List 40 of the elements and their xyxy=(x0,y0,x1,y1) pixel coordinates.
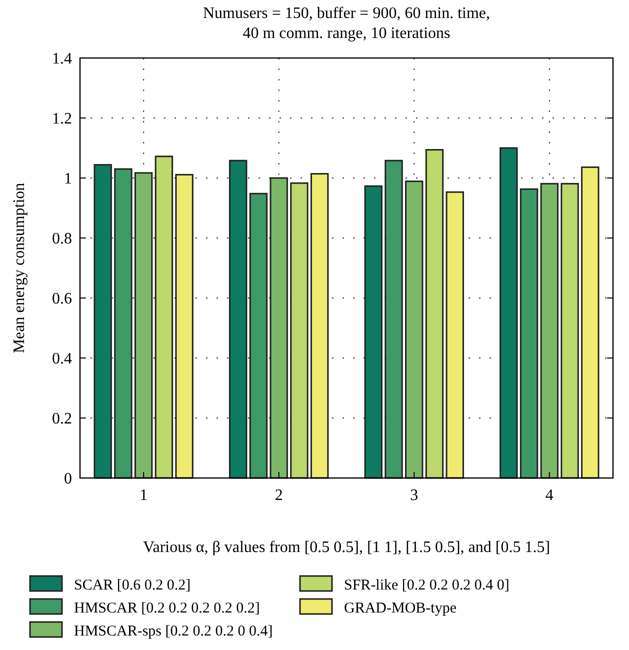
x-tick-label: 2 xyxy=(274,487,283,504)
legend-label: SFR-like [0.2 0.2 0.2 0.4 0] xyxy=(344,577,510,594)
y-tick-label: 1.4 xyxy=(52,50,72,68)
bar xyxy=(154,156,174,479)
legend-label: HMSCAR-sps [0.2 0.2 0.2 0 0.4] xyxy=(74,623,273,640)
bar xyxy=(540,182,559,479)
bar xyxy=(446,191,464,479)
x-tick-label: 1 xyxy=(140,487,148,504)
bar xyxy=(500,147,518,479)
bar xyxy=(114,168,132,479)
y-tick-label: 0 xyxy=(64,470,72,488)
chart-title: Numusers = 150, buffer = 900, 60 min. time, 40 m comm. range, 10 iterations xyxy=(202,5,490,42)
bar xyxy=(249,192,268,479)
bar xyxy=(364,185,382,479)
bar xyxy=(290,182,308,479)
bar xyxy=(134,172,153,479)
y-tick-label: 0.6 xyxy=(52,290,72,308)
legend-label: SCAR [0.6 0.2 0.2] xyxy=(74,577,191,594)
bar xyxy=(520,188,538,479)
bar xyxy=(581,166,600,479)
y-tick-label: 0.4 xyxy=(52,350,72,368)
x-axis-title: Various α, β values from [0.5 0.5], [1 1], [1.5 0.5], and [0.5 1.5] xyxy=(142,539,550,556)
y-tick-label: 0.8 xyxy=(52,230,72,248)
y-tick-label: 1.2 xyxy=(52,110,72,128)
bar xyxy=(310,173,329,479)
x-tick-label: 3 xyxy=(410,487,418,504)
bar xyxy=(229,160,248,479)
bar xyxy=(405,180,424,479)
y-axis-title: Mean energy consumption xyxy=(11,182,28,354)
bar xyxy=(175,174,194,479)
y-tick-label: 1 xyxy=(64,170,72,188)
bar xyxy=(94,164,112,479)
bar xyxy=(270,177,288,479)
x-tick-label: 4 xyxy=(545,487,554,504)
bar xyxy=(560,182,579,479)
bar xyxy=(384,160,403,479)
bar xyxy=(425,149,444,479)
legend-label: HMSCAR [0.2 0.2 0.2 0.2 0.2] xyxy=(74,600,260,616)
legend-label: GRAD-MOB-type xyxy=(344,600,457,616)
y-tick-label: 0.2 xyxy=(52,410,72,428)
